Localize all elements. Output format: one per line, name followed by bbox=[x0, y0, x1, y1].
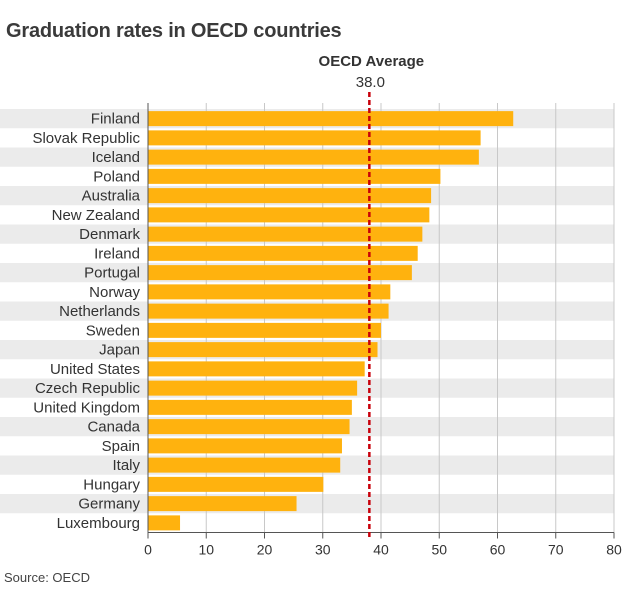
category-label: Germany bbox=[78, 496, 140, 513]
bar bbox=[148, 476, 324, 492]
bar bbox=[148, 188, 432, 204]
bars bbox=[148, 111, 514, 531]
category-label: Sweden bbox=[86, 322, 140, 339]
category-label: Spain bbox=[102, 438, 140, 455]
category-labels: Finland Slovak Republic Iceland Poland Austr… bbox=[32, 111, 140, 532]
bar bbox=[148, 303, 389, 319]
bar bbox=[148, 265, 412, 281]
category-label: Italy bbox=[112, 457, 140, 474]
x-tick-label: 30 bbox=[315, 542, 331, 558]
bar bbox=[148, 226, 423, 242]
category-label: Netherlands bbox=[59, 303, 140, 320]
category-label: New Zealand bbox=[52, 207, 140, 224]
x-tick-label: 0 bbox=[144, 542, 152, 558]
x-tick-label: 40 bbox=[373, 542, 389, 558]
category-label: United Kingdom bbox=[33, 399, 140, 416]
category-label: Canada bbox=[87, 419, 140, 436]
category-label: Hungary bbox=[83, 476, 140, 493]
x-tick-label: 50 bbox=[431, 542, 447, 558]
category-label: Japan bbox=[99, 342, 140, 359]
bar bbox=[148, 149, 479, 165]
bar bbox=[148, 438, 342, 454]
x-tick-label: 70 bbox=[548, 542, 564, 558]
category-label: Portugal bbox=[84, 265, 140, 282]
category-label: Czech Republic bbox=[35, 380, 141, 397]
x-tick-label: 10 bbox=[198, 542, 214, 558]
bar bbox=[148, 207, 430, 223]
source-note: Source: OECD bbox=[4, 570, 90, 585]
category-label: Ireland bbox=[94, 245, 140, 262]
category-label: Norway bbox=[89, 284, 140, 301]
bar bbox=[148, 322, 381, 338]
bar bbox=[148, 168, 441, 184]
bar bbox=[148, 380, 358, 396]
category-label: Denmark bbox=[79, 226, 140, 243]
bar bbox=[148, 496, 297, 512]
bar bbox=[148, 111, 514, 127]
x-tick-label: 20 bbox=[257, 542, 273, 558]
bar bbox=[148, 361, 365, 377]
average-label: OECD Average bbox=[319, 53, 425, 70]
bar bbox=[148, 130, 481, 146]
category-label: Finland bbox=[91, 111, 140, 128]
category-label: Australia bbox=[82, 188, 141, 205]
average-line-group: OECD Average 38.0 bbox=[319, 53, 425, 539]
x-tick-label: 80 bbox=[606, 542, 622, 558]
bar bbox=[148, 457, 341, 473]
bar bbox=[148, 284, 391, 300]
bar bbox=[148, 342, 378, 358]
bar bbox=[148, 419, 350, 435]
category-label: Iceland bbox=[92, 149, 140, 166]
category-label: Poland bbox=[93, 168, 140, 185]
category-label: Luxembourg bbox=[57, 515, 140, 532]
chart-title: Graduation rates in OECD countries bbox=[6, 20, 342, 42]
x-axis: 0 10 20 30 40 50 60 70 80 bbox=[144, 103, 622, 558]
category-label: United States bbox=[50, 361, 140, 378]
x-tick-label: 60 bbox=[490, 542, 506, 558]
average-value: 38.0 bbox=[356, 74, 385, 91]
category-label: Slovak Republic bbox=[32, 130, 140, 147]
bar bbox=[148, 399, 352, 415]
bar bbox=[148, 515, 181, 531]
bar bbox=[148, 245, 418, 261]
